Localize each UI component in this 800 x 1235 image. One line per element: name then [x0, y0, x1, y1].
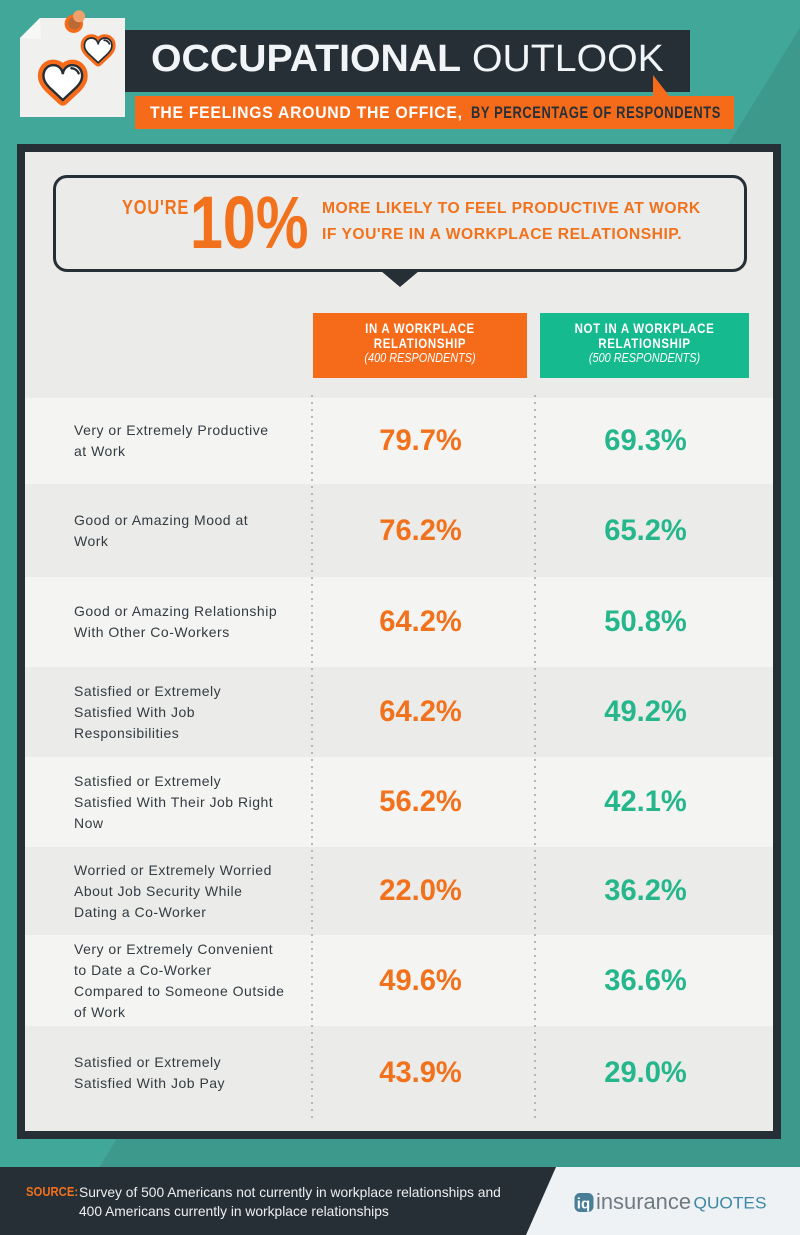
svg-text:iq: iq	[577, 1196, 590, 1213]
svg-text:insurance: insurance	[596, 1192, 691, 1214]
svg-text:QUOTES: QUOTES	[694, 1194, 767, 1213]
